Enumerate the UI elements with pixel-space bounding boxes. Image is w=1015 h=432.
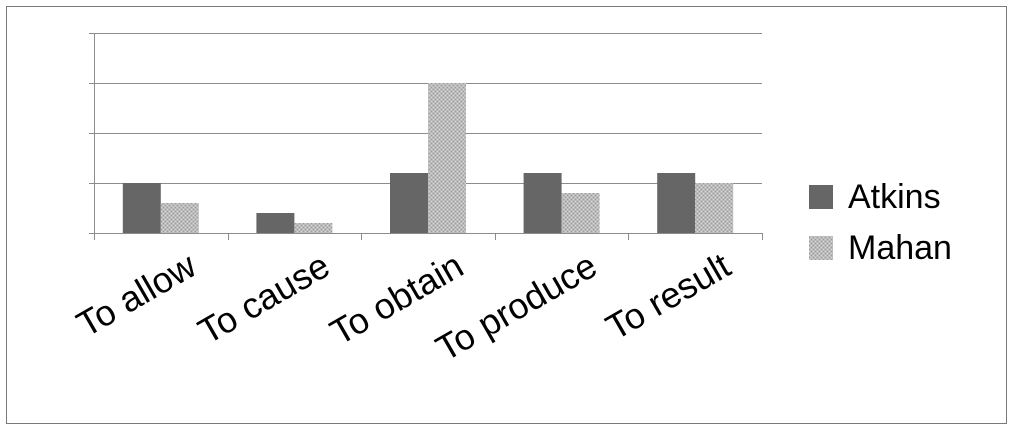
bar-atkins-to-cause bbox=[256, 213, 295, 233]
x-tick-label-5: To result bbox=[599, 244, 737, 348]
bar-atkins-to-allow bbox=[122, 183, 161, 233]
axes bbox=[89, 33, 763, 240]
x-tick-label-2: To cause bbox=[191, 244, 336, 352]
chart-frame: To allow To cause To obtain To produce To re… bbox=[6, 6, 1007, 424]
bar-mahan-to-allow bbox=[160, 203, 199, 233]
bar-mahan-to-obtain bbox=[428, 83, 466, 233]
bar-atkins-to-result bbox=[657, 173, 696, 233]
legend: Atkins Mahan bbox=[809, 178, 952, 267]
legend-label-mahan: Mahan bbox=[848, 229, 952, 267]
bar-atkins-to-obtain bbox=[390, 173, 428, 233]
bar-mahan-to-result bbox=[695, 183, 734, 233]
bar-mahan-to-produce bbox=[561, 193, 600, 233]
bar-mahan-to-cause bbox=[294, 223, 333, 233]
x-tick-label-1: To allow bbox=[70, 244, 204, 345]
legend-swatch-atkins bbox=[809, 185, 833, 209]
legend-swatch-mahan bbox=[809, 236, 833, 260]
bar-atkins-to-produce bbox=[523, 173, 562, 233]
bars bbox=[122, 83, 734, 233]
legend-label-atkins: Atkins bbox=[848, 178, 941, 216]
